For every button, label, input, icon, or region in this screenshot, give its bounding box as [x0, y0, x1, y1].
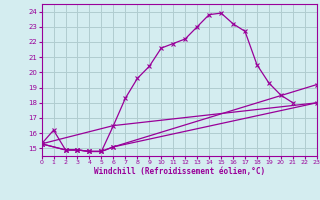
X-axis label: Windchill (Refroidissement éolien,°C): Windchill (Refroidissement éolien,°C) [94, 167, 265, 176]
